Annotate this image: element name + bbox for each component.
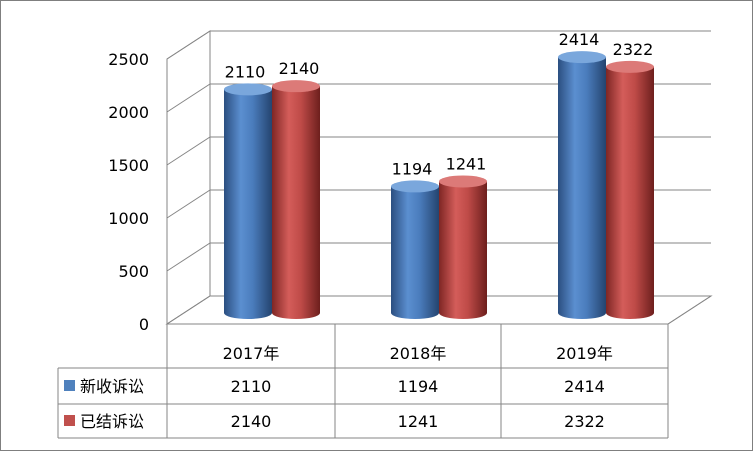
data-label: 1194 (392, 159, 433, 178)
gridlines (166, 30, 711, 325)
y-tick-label: 1500 (108, 156, 149, 175)
bars (224, 51, 654, 320)
bar-新收诉讼-2019年 (558, 57, 606, 320)
table-cell: 1241 (398, 412, 439, 431)
data-label: 2140 (279, 59, 320, 78)
x-tick-label: 2019年 (556, 344, 613, 363)
bar-top (606, 60, 654, 73)
data-label: 2110 (225, 62, 266, 81)
gridline (166, 136, 711, 166)
legend-label: 已结诉讼 (80, 412, 144, 431)
bar-已结诉讼-2019年 (606, 66, 654, 319)
gridline (166, 189, 711, 219)
floor-edge (667, 295, 712, 325)
gridline (166, 83, 711, 113)
bar-已结诉讼-2017年 (272, 86, 320, 319)
x-tick-label: 2017年 (223, 344, 280, 363)
y-tick-label: 2000 (108, 103, 149, 122)
gridline (166, 30, 711, 60)
table-cell: 2414 (564, 377, 605, 396)
y-tick-label: 0 (139, 315, 149, 334)
bar-top (439, 175, 487, 188)
x-tick-label: 2018年 (390, 344, 447, 363)
bar-新收诉讼-2017年 (224, 89, 272, 319)
bar-top (391, 180, 439, 193)
y-tick-label: 2500 (108, 50, 149, 69)
table-cell: 1194 (398, 377, 439, 396)
gridline (166, 242, 711, 272)
legend-swatch (64, 380, 75, 391)
data-label: 2414 (559, 30, 600, 49)
data-label: 1241 (446, 154, 487, 173)
legend-swatch (64, 415, 75, 426)
bar-新收诉讼-2018年 (391, 186, 439, 319)
data-labels: 2110 1194 2414 2140 1241 2322 (225, 30, 654, 178)
table-cell: 2110 (231, 377, 272, 396)
legend-label: 新收诉讼 (80, 377, 144, 396)
bar-top (558, 51, 606, 64)
gridline (166, 295, 711, 325)
table-cell: 2322 (564, 412, 605, 431)
y-tick-label: 1000 (108, 209, 149, 228)
bar-已结诉讼-2018年 (439, 181, 487, 319)
side-wall (166, 30, 211, 325)
data-label: 2322 (613, 40, 654, 59)
table-cell: 2140 (231, 412, 272, 431)
bar-top (224, 83, 272, 96)
y-tick-label: 500 (118, 262, 149, 281)
bar-top (272, 80, 320, 93)
y-axis-tick-labels: 0 500 1000 1500 2000 2500 (108, 50, 149, 334)
